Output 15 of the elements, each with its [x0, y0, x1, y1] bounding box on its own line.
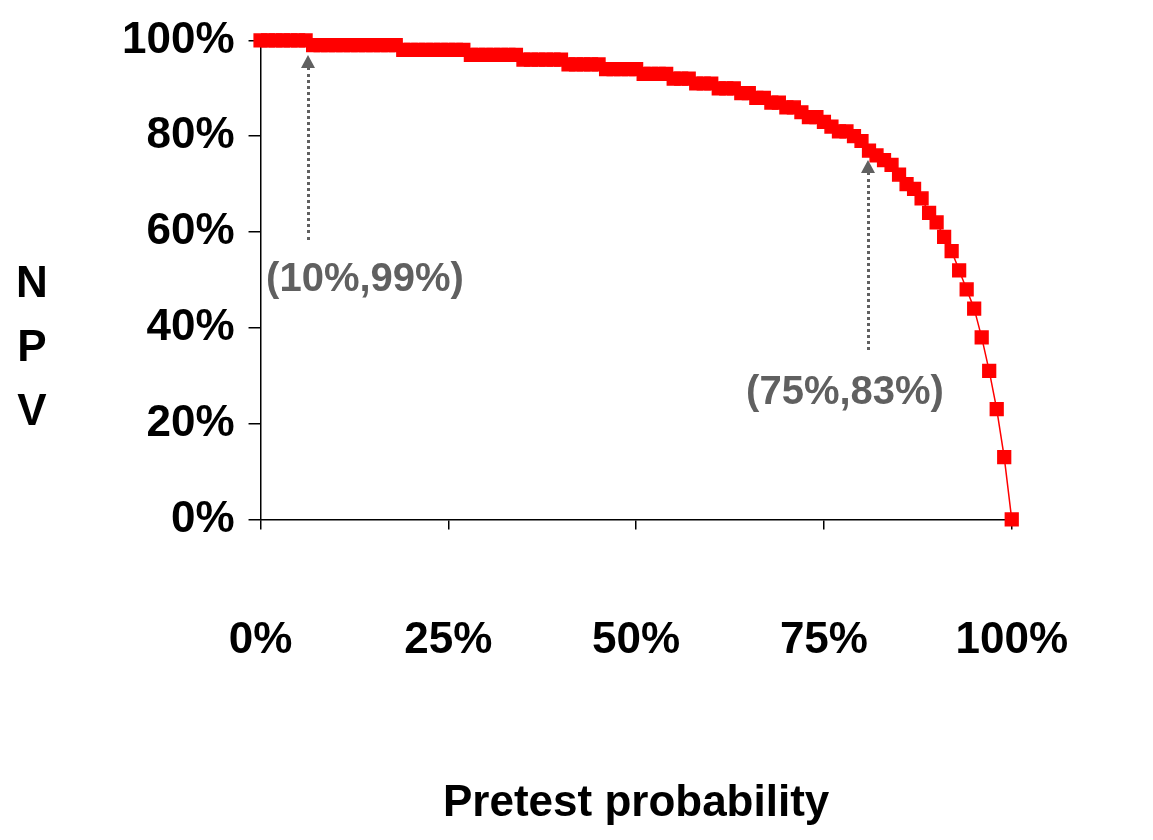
y-tick-label: 20% — [146, 395, 235, 445]
y-tick-label: 40% — [146, 299, 235, 349]
x-tick-label: 100% — [955, 612, 1069, 662]
y-tick-label: 80% — [146, 108, 235, 158]
annotation: (10%,99%) — [266, 255, 464, 300]
y-tick-label: 60% — [146, 204, 235, 254]
x-tick-label: 25% — [404, 612, 493, 662]
y-tick-label: 100% — [121, 12, 235, 62]
x-axis-title: Pretest probability — [442, 775, 830, 825]
y-tick-label: 0% — [170, 491, 235, 541]
x-tick-label: 0% — [228, 612, 293, 662]
annotation: (75%,83%) — [746, 368, 944, 413]
x-tick-label: 75% — [779, 612, 868, 662]
x-tick-label: 50% — [592, 612, 681, 662]
y-axis-title: NPV — [15, 256, 49, 436]
